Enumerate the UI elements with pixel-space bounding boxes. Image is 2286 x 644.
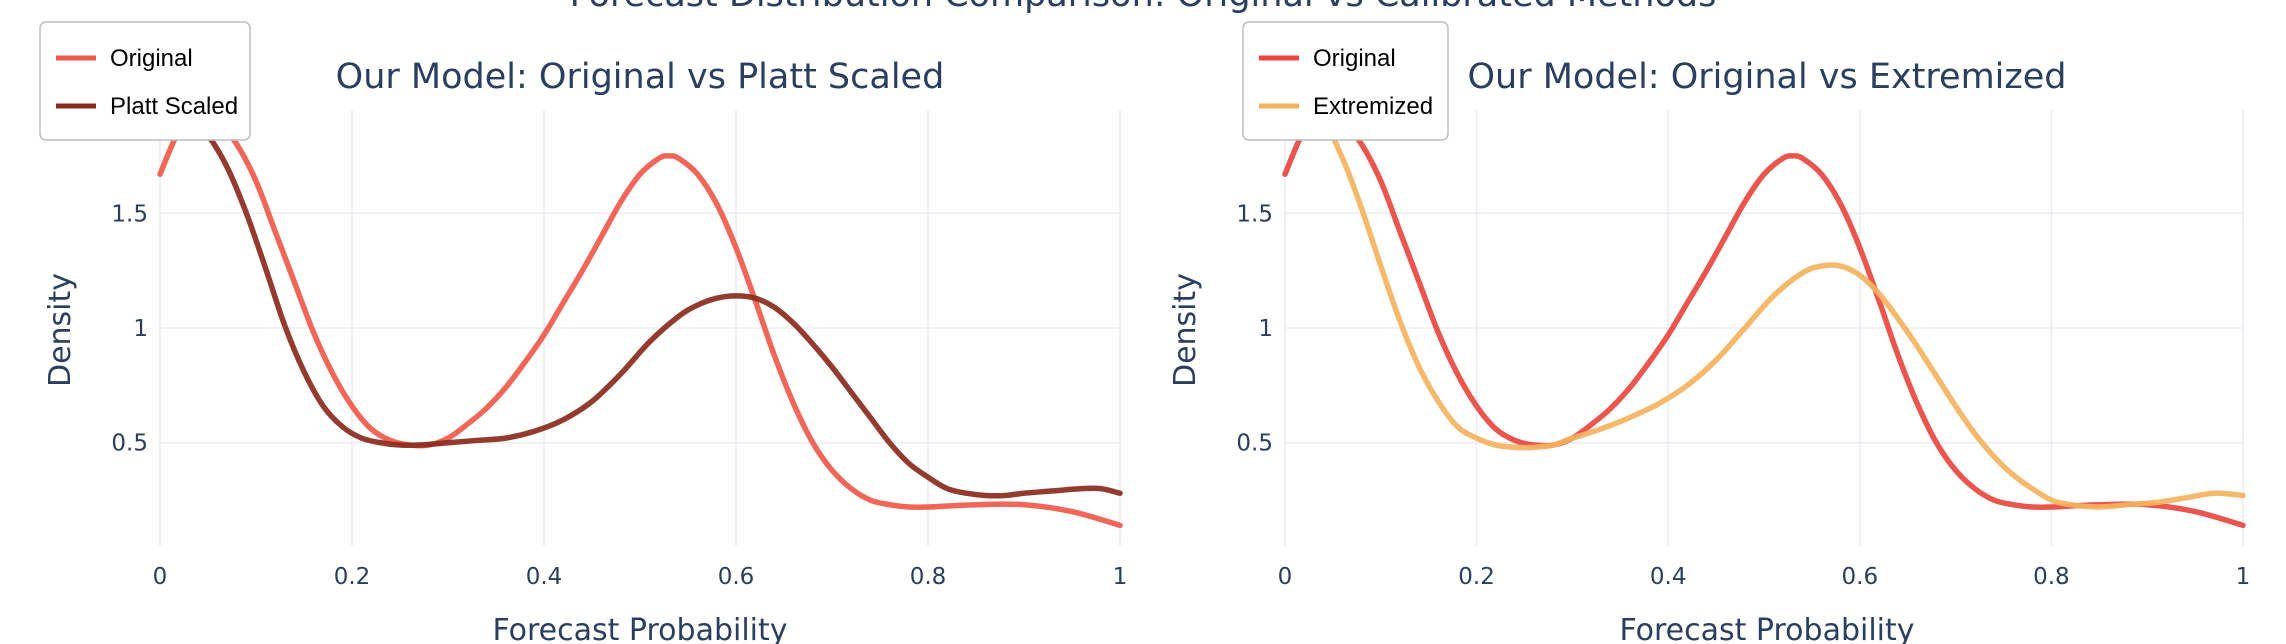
subplot-1-lines — [157, 109, 1123, 529]
subplot-1-title: Our Model: Original vs Platt Scaled — [336, 57, 945, 97]
subplot-2-xtick-label: 0.8 — [2033, 564, 2070, 590]
subplot-2-xlabel: Forecast Probability — [1619, 613, 1914, 644]
subplot-2-ylabel: Density — [1168, 273, 1203, 387]
subplot-1-xlabel: Forecast Probability — [492, 613, 787, 644]
subplot-1-ticks: 0 0.2 0.4 0.6 0.8 1 0.5 1 1.5 — [111, 201, 1127, 590]
subplot-2-series-original-line — [1282, 111, 2246, 529]
legend-label-platt-scaled[interactable]: Platt Scaled — [110, 93, 238, 120]
subplot-2-xtick-label: 0.4 — [1650, 564, 1687, 590]
subplot-1-ytick-label: 0.5 — [111, 431, 148, 457]
legend-label-original[interactable]: Original — [110, 45, 193, 72]
subplot-2-ytick-label: 1.5 — [1236, 201, 1273, 227]
subplot-2-xtick-label: 0.2 — [1458, 564, 1495, 590]
subplot-1-xtick-label: 0.6 — [718, 564, 755, 590]
subplot-2-ytick-label: 0.5 — [1236, 431, 1273, 457]
subplot-1-ylabel: Density — [43, 273, 78, 387]
figure-suptitle: Forecast Distribution Comparison: Origin… — [570, 0, 1717, 15]
subplot-1: Our Model: Original vs Platt Scaled Fore… — [39, 21, 1127, 644]
subplot-2-ticks: 0 0.2 0.4 0.6 0.8 1 0.5 1 1.5 — [1236, 201, 2250, 590]
subplot-2-lines — [1282, 111, 2246, 529]
subplot-1-grid — [159, 110, 1121, 546]
subplot-1-xtick-label: 1 — [1113, 564, 1128, 590]
subplot-2-legend[interactable]: Original Extremized — [1242, 21, 1449, 141]
subplot-2-ytick-label: 1 — [1258, 316, 1273, 342]
subplot-1-series-original-line — [157, 111, 1123, 529]
subplot-2-xtick-label: 1 — [2236, 564, 2251, 590]
subplot-2-xtick-label: 0 — [1278, 564, 1293, 590]
subplot-1-legend-box — [39, 21, 251, 141]
subplot-2-grid — [1284, 110, 2244, 546]
subplot-1-xtick-label: 0.2 — [334, 564, 371, 590]
legend-label-original[interactable]: Original — [1313, 45, 1396, 72]
subplot-1-series-platt-scaled-line — [157, 109, 1123, 499]
subplot-2-xtick-label: 0.6 — [1842, 564, 1879, 590]
subplot-1-xtick-label: 0.8 — [910, 564, 947, 590]
subplot-1-xtick-label: 0.4 — [526, 564, 563, 590]
subplot-1-legend[interactable]: Original Platt Scaled — [39, 21, 251, 141]
subplot-2-title: Our Model: Original vs Extremized — [1467, 57, 2066, 97]
subplot-2: Our Model: Original vs Extremized Foreca… — [1168, 21, 2250, 644]
subplot-2-series-extremized-line — [1282, 111, 2246, 510]
subplot-1-ytick-label: 1.5 — [111, 201, 148, 227]
legend-label-extremized[interactable]: Extremized — [1313, 93, 1433, 120]
subplot-1-xtick-label: 0 — [153, 564, 168, 590]
subplot-1-ytick-label: 1 — [133, 316, 148, 342]
subplot-2-legend-box — [1242, 21, 1449, 141]
